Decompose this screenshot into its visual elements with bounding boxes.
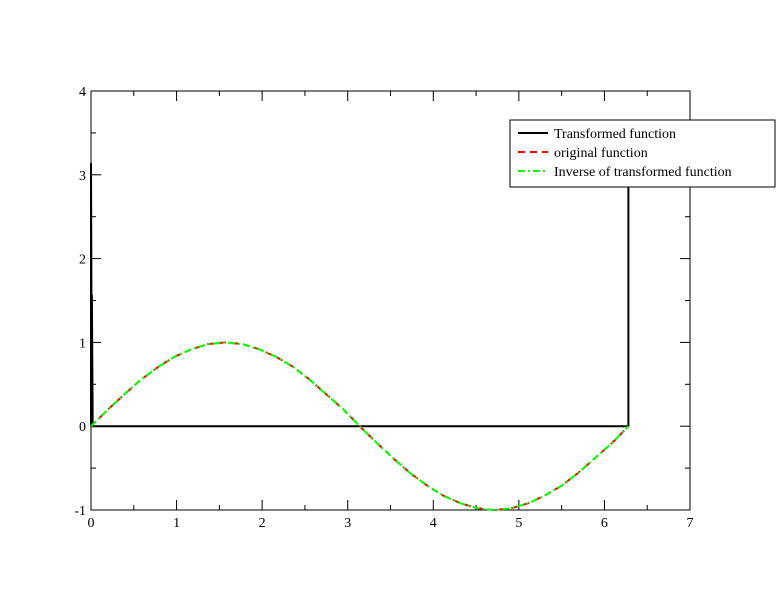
- series-line: [90, 341, 630, 512]
- x-tick-label: 7: [687, 516, 694, 531]
- legend-label: Transformed function: [554, 127, 676, 142]
- y-tick-label: 2: [79, 253, 86, 268]
- x-tick-label: 1: [173, 516, 180, 531]
- legend-label: Inverse of transformed function: [554, 165, 732, 180]
- x-tick-label: 0: [88, 516, 95, 531]
- x-tick-label: 4: [430, 516, 437, 531]
- x-tick-label: 6: [601, 516, 608, 531]
- legend: Transformed function original function Inv…: [509, 119, 776, 188]
- y-tick-label: 1: [79, 336, 86, 351]
- x-tick-label: 5: [515, 516, 522, 531]
- x-tick-label: 2: [259, 516, 266, 531]
- legend-label: original function: [554, 146, 648, 161]
- y-tick-label: 4: [79, 85, 86, 100]
- y-tick-label: -1: [74, 504, 86, 519]
- y-tick-label: 3: [79, 169, 86, 184]
- x-tick-label: 3: [344, 516, 351, 531]
- series-line: [90, 163, 630, 428]
- series-line: [90, 341, 630, 512]
- legend-box: [509, 119, 776, 188]
- y-tick-label: 0: [79, 420, 86, 435]
